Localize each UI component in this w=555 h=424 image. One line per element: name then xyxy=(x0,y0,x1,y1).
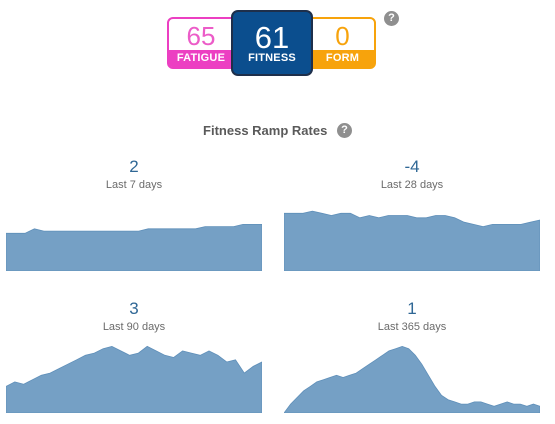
ramp-chart-90-days xyxy=(6,345,262,413)
ramp-panel-365-days: 1 Last 365 days xyxy=(284,299,540,413)
ramp-period-label: Last 28 days xyxy=(380,179,444,191)
ramp-period-label: Last 365 days xyxy=(377,321,447,333)
fitness-box[interactable]: 61 FITNESS xyxy=(231,10,313,76)
ramp-chart-7-days xyxy=(6,224,262,271)
ramp-period-label: Last 7 days xyxy=(105,179,163,191)
ramp-chart-28-days xyxy=(284,210,540,271)
form-label: FORM xyxy=(311,50,374,67)
fitness-value: 61 xyxy=(254,20,290,55)
form-box[interactable]: 0 FORM xyxy=(309,17,376,69)
ramp-area-series xyxy=(6,345,262,413)
form-value: 0 xyxy=(335,21,350,51)
ramp-rate-value: 1 xyxy=(407,299,417,318)
ramp-rate-value: -4 xyxy=(404,157,420,176)
ramp-help-icon[interactable]: ? xyxy=(336,123,352,139)
ramp-chart-365-days xyxy=(284,345,540,413)
fitness-label: FITNESS xyxy=(233,50,311,67)
ramp-rates-title: Fitness Ramp Rates xyxy=(203,123,328,139)
ramp-area-series xyxy=(6,224,262,271)
ramp-rate-value: 2 xyxy=(129,157,139,176)
fatigue-value: 65 xyxy=(186,21,216,51)
ramp-rates-heading: Fitness Ramp Rates ? xyxy=(0,122,555,139)
ramp-rate-value: 3 xyxy=(129,299,139,318)
ramp-panel-7-days: 2 Last 7 days xyxy=(6,157,262,271)
fatigue-label: FATIGUE xyxy=(169,50,233,67)
ramp-area-series xyxy=(284,210,540,271)
fatigue-box[interactable]: 65 FATIGUE xyxy=(167,17,235,69)
metrics-help-icon[interactable]: ? xyxy=(384,11,399,26)
ramp-panel-28-days: -4 Last 28 days xyxy=(284,157,540,271)
ramp-period-label: Last 90 days xyxy=(102,321,166,333)
ramp-panel-90-days: 3 Last 90 days xyxy=(6,299,262,413)
ramp-area-series xyxy=(284,345,540,413)
